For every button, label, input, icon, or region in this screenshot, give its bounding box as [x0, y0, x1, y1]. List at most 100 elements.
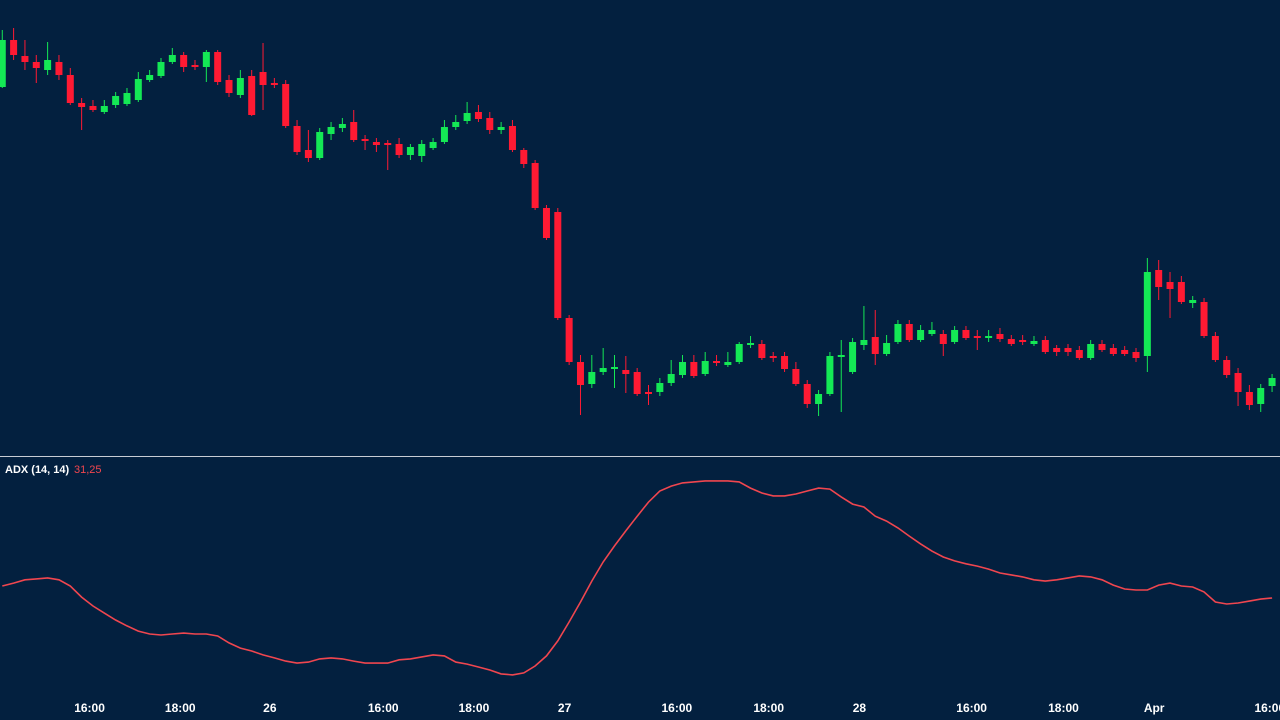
candle-body	[769, 356, 777, 358]
candle-body	[747, 343, 755, 345]
candle-body	[1155, 270, 1163, 287]
candle-body	[316, 132, 324, 158]
candle-body	[951, 330, 959, 342]
candle-body	[883, 343, 891, 354]
indicator-value: 31,25	[74, 464, 102, 476]
candle-body	[667, 374, 675, 383]
candle-body	[225, 80, 233, 93]
candle-body	[1019, 340, 1027, 342]
candle-body	[1121, 350, 1129, 354]
candle-body	[44, 60, 52, 70]
candle-body	[905, 324, 913, 340]
candle-body	[384, 143, 392, 145]
candle-body	[860, 340, 868, 345]
candle-body	[282, 84, 290, 126]
x-tick-label: 16:00	[368, 701, 399, 715]
candle-body	[985, 336, 993, 338]
candle-body	[928, 330, 936, 334]
x-tick-label: 16:00	[956, 701, 987, 715]
x-tick-label: 16:00	[74, 701, 105, 715]
x-tick-label: 26	[263, 701, 277, 715]
candle-body	[0, 40, 6, 87]
candle-body	[894, 324, 902, 342]
indicator-line	[2, 480, 1273, 676]
candle-body	[361, 139, 369, 141]
candle-body	[10, 40, 18, 55]
candle-body	[1030, 341, 1038, 344]
x-tick-label: 18:00	[753, 701, 784, 715]
candle-body	[418, 144, 426, 156]
candle-body	[1098, 344, 1106, 350]
candle-body	[781, 356, 789, 369]
candle-body	[815, 394, 823, 404]
x-tick-label: 18:00	[165, 701, 196, 715]
candle-body	[622, 370, 630, 374]
candle-body	[837, 355, 845, 357]
x-tick-label: 18:00	[1048, 701, 1079, 715]
candle-body	[1075, 350, 1083, 358]
candle-body	[645, 392, 653, 394]
candle-body	[565, 318, 573, 362]
x-tick-label: 28	[853, 701, 867, 715]
candle-body	[66, 75, 74, 103]
candle-body	[293, 126, 301, 152]
candle-body	[1268, 378, 1276, 386]
candle-body	[395, 144, 403, 155]
candle-body	[1041, 340, 1049, 352]
candle-body	[112, 96, 120, 105]
candle-body	[1166, 282, 1174, 289]
candle-body	[1200, 302, 1208, 336]
candle-body	[1132, 352, 1140, 358]
candle-body	[508, 126, 516, 150]
candle-body	[1177, 282, 1185, 302]
candle-body	[452, 122, 460, 127]
candle-body	[259, 72, 267, 85]
candle-body	[713, 361, 721, 363]
candle-body	[55, 62, 63, 75]
candle-body	[962, 330, 970, 338]
candle-body	[1245, 392, 1253, 405]
candle-body	[599, 368, 607, 372]
candle-body	[440, 127, 448, 142]
candle-body	[542, 208, 550, 238]
candle-body	[134, 79, 142, 100]
candle-body	[633, 372, 641, 394]
candle-body	[803, 384, 811, 404]
candle-body	[576, 362, 584, 385]
candle-body	[100, 106, 108, 112]
candle-body	[996, 334, 1004, 339]
candle-body	[157, 62, 165, 76]
candle-body	[826, 356, 834, 394]
candle-body	[350, 122, 358, 140]
candle-body	[1064, 348, 1072, 352]
candle-body	[1211, 336, 1219, 360]
candle-body	[917, 330, 925, 340]
candle-body	[21, 56, 29, 62]
candle-body	[32, 62, 40, 68]
candle-body	[1257, 388, 1265, 404]
candle-body	[656, 383, 664, 392]
candle-body	[191, 65, 199, 67]
candle-body	[1189, 300, 1197, 303]
candle-body	[973, 336, 981, 338]
candle-body	[690, 362, 698, 376]
candle-body	[236, 78, 244, 95]
candle-body	[463, 113, 471, 121]
x-tick-label: Apr	[1144, 701, 1165, 715]
candle-body	[372, 142, 380, 145]
candle-body	[180, 55, 188, 67]
candle-body	[735, 344, 743, 362]
candle-body	[939, 334, 947, 344]
candle-body	[520, 150, 528, 164]
candle-body	[1223, 360, 1231, 375]
candle-body	[327, 127, 335, 134]
x-tick-label: 16:00	[1254, 701, 1280, 715]
candle-body	[89, 106, 97, 110]
candle-body	[78, 103, 86, 107]
candle-body	[497, 127, 505, 130]
candle-body	[168, 55, 176, 62]
candle-body	[701, 361, 709, 374]
candle-body	[554, 212, 562, 318]
